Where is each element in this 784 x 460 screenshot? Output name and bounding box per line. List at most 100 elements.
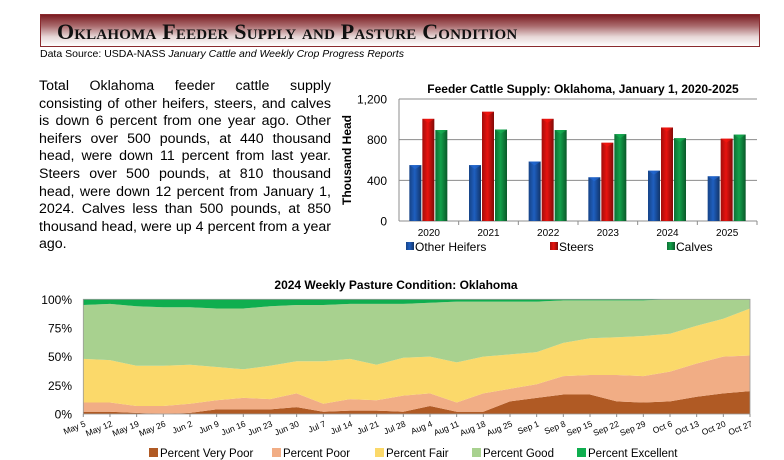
bar-calves: [495, 129, 507, 221]
bar-cap: [541, 118, 554, 123]
x-tick-label: Sep 8: [543, 418, 568, 436]
bar-cap: [614, 134, 627, 139]
x-tick-label: Sep 15: [565, 418, 594, 437]
legend-swatch: [577, 448, 586, 457]
bar-cap: [648, 170, 660, 175]
y-tick-label: 25%: [48, 379, 72, 393]
y-tick-label: 0: [380, 215, 387, 229]
legend-swatch: [149, 448, 158, 457]
x-tick-label: 2025: [716, 228, 739, 239]
bar-cap: [422, 118, 435, 123]
bar-cap: [707, 176, 720, 181]
bar-cap: [720, 138, 733, 143]
header-banner: Oklahoma Feeder Supply and Pasture Condi…: [40, 14, 760, 47]
x-tick-label: Aug 18: [458, 418, 487, 437]
x-tick-label: Jun 2: [171, 418, 194, 435]
x-tick-label: Aug 11: [432, 418, 460, 437]
x-tick-label: Jul 14: [329, 418, 354, 436]
bar-other-heifers: [528, 161, 541, 221]
legend-swatch: [667, 242, 675, 250]
area-percent-excellent: [83, 299, 751, 309]
bar-other-heifers: [588, 177, 601, 221]
x-tick-label: 2020: [418, 228, 441, 239]
data-source-reports: January Cattle and Weekly Crop Progress …: [168, 48, 404, 60]
legend-label: Percent Fair: [386, 448, 449, 460]
legend-swatch: [472, 448, 481, 457]
bar-steers: [541, 118, 554, 221]
bar-steers: [601, 142, 614, 221]
plot-border: [82, 298, 751, 415]
x-tick-label: 2024: [656, 228, 679, 239]
legend-label: Other Heifers: [415, 240, 486, 254]
y-tick-label: 800: [367, 133, 387, 147]
x-tick-label: 2022: [537, 228, 560, 239]
x-tick-label: Jun 9: [197, 418, 220, 435]
data-source-line: Data Source: USDA-NASS January Cattle an…: [40, 48, 404, 60]
bar-cap: [601, 142, 614, 147]
bar-cap: [528, 161, 541, 166]
x-tick-label: May 12: [84, 418, 114, 438]
y-axis-title: Thousand Head: [340, 115, 354, 205]
x-tick-label: Sep 22: [592, 418, 621, 437]
x-tick-label: Aug 4: [409, 418, 434, 436]
y-tick-label: 50%: [48, 350, 72, 364]
legend-label: Percent Excellent: [588, 448, 678, 460]
area-chart-title: 2024 Weekly Pasture Condition: Oklahoma: [274, 278, 518, 292]
y-tick-label: 400: [367, 174, 387, 188]
bar-calves: [733, 134, 746, 221]
bar-calves: [435, 130, 448, 221]
x-tick-label: Jul 28: [382, 418, 407, 436]
bar-cap: [554, 130, 567, 135]
x-tick-label: Jul 7: [307, 418, 328, 434]
area-percent-good: [83, 299, 751, 370]
x-tick-label: Jul 21: [356, 418, 381, 436]
area-percent-poor: [83, 355, 751, 414]
page-title: Oklahoma Feeder Supply and Pasture Condi…: [57, 19, 518, 44]
bar-calves: [674, 138, 686, 221]
x-tick-label: Oct 20: [700, 418, 727, 437]
bar-calves: [554, 130, 567, 221]
bar-cap: [733, 134, 746, 139]
bar-calves: [614, 134, 627, 221]
bar-other-heifers: [707, 176, 720, 221]
bar-cap: [495, 129, 507, 134]
bar-cap: [588, 177, 601, 182]
x-tick-label: Jun 23: [246, 418, 274, 437]
legend-swatch: [272, 448, 281, 457]
legend-swatch: [375, 448, 384, 457]
x-tick-label: Oct 27: [727, 418, 754, 437]
x-tick-label: Oct 13: [673, 418, 700, 437]
bar-cap: [409, 165, 422, 170]
legend-label: Steers: [559, 240, 594, 254]
bar-steers: [482, 111, 494, 221]
bar-cap: [469, 165, 481, 170]
x-tick-label: 2021: [477, 228, 500, 239]
x-tick-label: Oct 6: [651, 418, 674, 435]
bar-steers: [661, 127, 673, 221]
bar-other-heifers: [469, 165, 481, 221]
y-tick-label: 1,200: [357, 93, 387, 107]
legend-swatch: [406, 242, 414, 250]
bar-other-heifers: [409, 165, 422, 221]
legend-label: Percent Very Poor: [160, 448, 253, 460]
bar-cap: [482, 111, 494, 116]
bar-chart-title: Feeder Cattle Supply: Oklahoma, January …: [427, 82, 739, 96]
bar-steers: [422, 118, 435, 221]
legend-label: Calves: [676, 240, 713, 254]
legend-label: Percent Poor: [283, 448, 350, 460]
data-source-label: Data Source: USDA-NASS: [40, 48, 169, 60]
x-tick-label: Jun 30: [273, 418, 301, 437]
bar-cap: [661, 127, 673, 132]
y-tick-label: 0%: [55, 408, 73, 422]
y-tick-label: 100%: [41, 293, 72, 307]
bar-other-heifers: [648, 170, 660, 221]
bar-steers: [720, 138, 733, 221]
legend-swatch: [550, 242, 558, 250]
area-percent-fair: [83, 308, 751, 406]
x-tick-label: Sep 29: [618, 418, 647, 437]
legend-label: Percent Good: [483, 448, 554, 460]
bar-cap: [435, 130, 448, 135]
bar-cap: [674, 138, 686, 143]
